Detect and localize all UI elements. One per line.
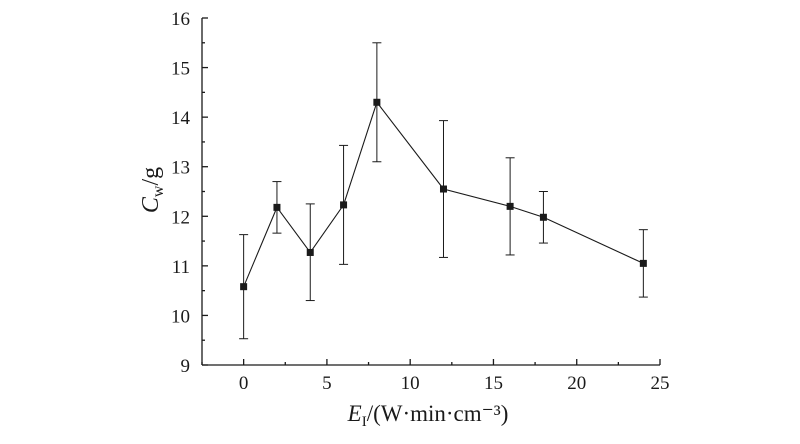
data-point-marker	[240, 283, 248, 291]
y-tick-label: 10	[171, 306, 190, 327]
x-axis-label-unit: /(W·min·cm⁻³)	[367, 401, 509, 426]
x-tick-label: 5	[322, 373, 332, 394]
data-point-marker	[506, 202, 514, 210]
y-tick-label: 14	[171, 108, 191, 129]
y-tick-label: 9	[181, 356, 191, 377]
series-group	[239, 42, 648, 340]
y-tick-label: 12	[171, 207, 190, 228]
data-point-marker	[539, 213, 547, 221]
x-axis-label-main: E	[347, 401, 362, 426]
x-tick-label: 20	[567, 373, 586, 394]
data-point-marker	[439, 185, 447, 193]
y-axis-label-sub: w	[150, 185, 167, 197]
data-point-marker	[273, 203, 281, 211]
x-tick-label: 15	[484, 373, 503, 394]
data-point-marker	[639, 259, 647, 267]
y-axis-label: Cw/g	[138, 167, 167, 213]
x-axis-label-sub: I	[362, 414, 367, 430]
data-point-marker	[373, 98, 381, 106]
x-axis-label: EI/(W·min·cm⁻³)	[347, 401, 509, 430]
x-axis-ticks: 0 5 10 15 20 25	[201, 359, 670, 394]
y-tick-label: 16	[171, 9, 190, 30]
x-tick-label: 10	[401, 373, 420, 394]
y-tick-label: 13	[171, 158, 190, 179]
x-tick-label: 25	[651, 373, 670, 394]
y-tick-label: 15	[171, 59, 190, 80]
y-axis-ticks: 9 10 11 12 13 14 15 16	[171, 9, 208, 377]
x-tick-label: 0	[239, 373, 249, 394]
data-markers	[240, 98, 647, 291]
y-axis-label-main: C	[138, 196, 164, 213]
data-point-marker	[306, 248, 314, 256]
data-point-marker	[340, 201, 348, 209]
axes	[201, 18, 660, 366]
y-axis-label-unit: /g	[138, 167, 164, 186]
y-tick-label: 11	[172, 257, 190, 278]
